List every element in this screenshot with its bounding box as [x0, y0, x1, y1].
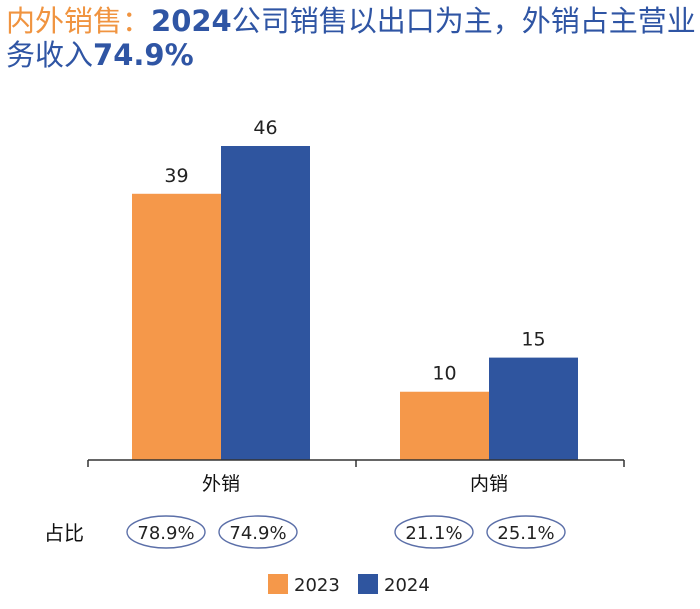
legend-swatch-2023 [268, 574, 288, 594]
share-value: 25.1% [497, 523, 554, 544]
data-label: 15 [521, 329, 545, 351]
legend-label-2024: 2024 [384, 575, 430, 596]
title-percent: 74.9% [93, 38, 194, 72]
category-label: 外销 [202, 473, 240, 495]
share-ellipse [126, 515, 206, 549]
share-ellipse [394, 515, 474, 549]
title-text: 公司销售以出口为主，外销占主营业务收入 [6, 4, 696, 72]
category-label: 内销 [470, 473, 508, 495]
page-title: 内外销售：2024公司销售以出口为主，外销占主营业务收入74.9% [6, 4, 696, 72]
legend-label-2023: 2023 [294, 575, 340, 596]
share-value: 78.9% [137, 523, 194, 544]
data-label: 39 [164, 165, 188, 187]
share-value: 21.1% [405, 523, 462, 544]
data-label: 46 [253, 117, 277, 139]
bar-2023-1 [400, 391, 489, 460]
bar-2024-1 [489, 357, 578, 460]
share-value: 74.9% [229, 523, 286, 544]
share-label: 占比 [44, 521, 84, 545]
title-highlight: 内外销售： [6, 4, 152, 38]
data-label: 10 [432, 363, 456, 385]
share-ellipse [486, 515, 566, 549]
share-ellipse [218, 515, 298, 549]
bar-2023-0 [132, 193, 221, 461]
legend-swatch-2024 [358, 574, 378, 594]
title-year: 2024 [151, 4, 232, 38]
bar-2024-0 [221, 146, 310, 460]
